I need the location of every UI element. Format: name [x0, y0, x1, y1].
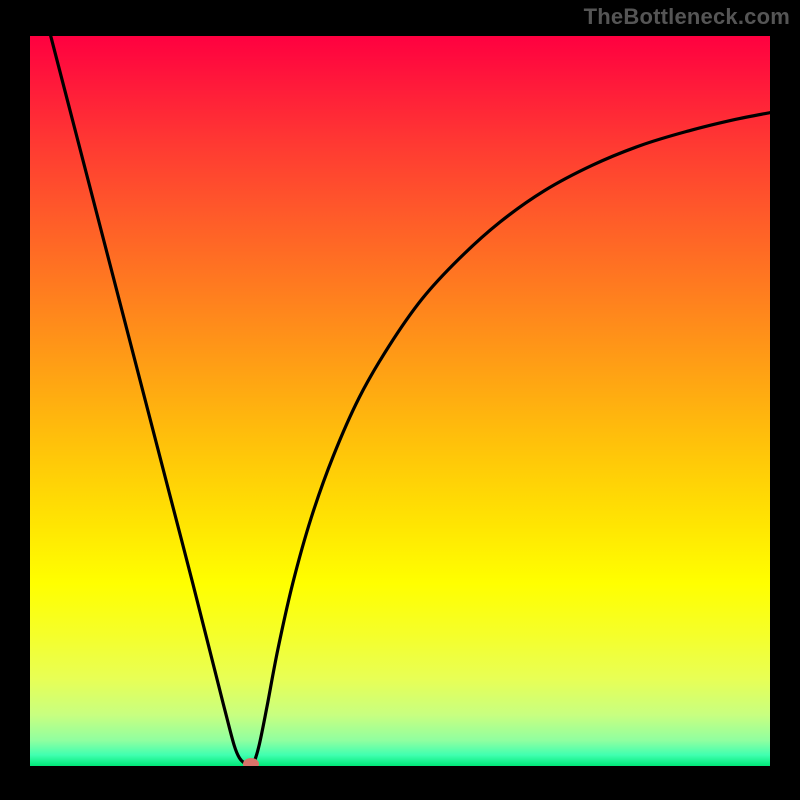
minimum-marker — [243, 758, 259, 766]
curve-left-branch — [51, 36, 251, 766]
curve-right-branch — [251, 113, 770, 766]
curve-overlay — [30, 36, 770, 766]
chart-container: TheBottleneck.com — [0, 0, 800, 800]
plot-area — [30, 36, 770, 766]
watermark-text: TheBottleneck.com — [584, 4, 790, 30]
